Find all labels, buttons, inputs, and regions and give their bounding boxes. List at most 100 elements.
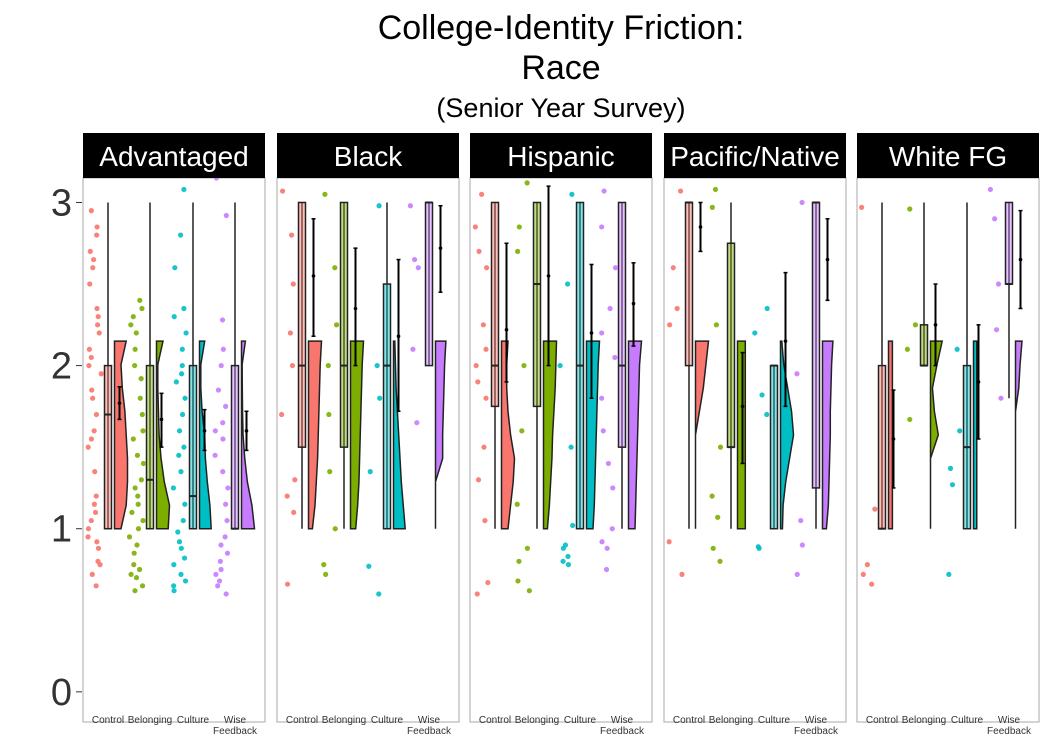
data-point <box>860 571 866 577</box>
data-point <box>995 281 1002 287</box>
data-point <box>88 208 94 214</box>
data-point <box>710 545 716 551</box>
category-group <box>407 201 447 529</box>
x-tick-label-line: Wise <box>611 715 634 726</box>
box-body <box>811 201 821 489</box>
data-point <box>91 256 97 263</box>
data-point <box>130 436 136 442</box>
data-point <box>175 529 181 535</box>
mean-point <box>976 380 981 384</box>
data-point <box>85 526 92 532</box>
box-body <box>230 364 240 530</box>
y-tick-label: 1 <box>51 509 72 551</box>
category-group <box>858 202 896 587</box>
data-point <box>667 322 673 328</box>
mean-point <box>783 339 788 343</box>
data-point <box>96 330 102 336</box>
data-point <box>912 322 919 328</box>
data-point <box>182 501 188 507</box>
box-body <box>424 201 434 367</box>
data-point <box>173 379 179 385</box>
data-point <box>287 330 294 336</box>
data-point <box>954 346 960 352</box>
data-point <box>94 232 100 238</box>
category-group <box>321 191 365 577</box>
data-point <box>483 346 489 352</box>
data-point <box>794 371 800 377</box>
data-point <box>759 392 765 398</box>
violin-shape <box>736 340 747 530</box>
mean-point <box>825 257 830 262</box>
data-point <box>514 501 520 507</box>
data-point <box>603 566 610 573</box>
data-point <box>94 305 100 312</box>
data-point <box>291 509 297 516</box>
data-point <box>135 526 142 532</box>
data-point <box>95 545 102 551</box>
data-point <box>764 411 770 418</box>
panel-content <box>279 188 447 597</box>
x-tick-label-line: Belonging <box>515 715 559 726</box>
x-tick-label: Control <box>92 715 124 726</box>
data-point <box>86 362 92 369</box>
data-point <box>599 395 605 401</box>
category-group <box>126 202 171 594</box>
chart-title-line1: College-Identity Friction: <box>378 9 745 47</box>
data-point <box>946 571 952 577</box>
category-group <box>212 178 256 597</box>
facet-strip-label: Black <box>334 141 403 172</box>
data-point <box>600 428 606 434</box>
x-tick-label-line: Feedback <box>987 726 1032 737</box>
data-point <box>176 428 183 434</box>
data-point <box>171 588 177 594</box>
data-point <box>321 562 327 568</box>
data-point <box>474 591 480 597</box>
data-point <box>182 578 189 584</box>
data-point <box>98 371 104 377</box>
data-point <box>799 199 805 206</box>
violin-shape <box>392 340 407 530</box>
data-point <box>565 553 571 560</box>
x-tick-label: Belonging <box>128 715 172 726</box>
category-group <box>987 186 1023 529</box>
x-tick-label-line: Feedback <box>213 726 258 737</box>
data-point <box>869 581 875 587</box>
panel-content <box>666 186 834 577</box>
data-point <box>128 571 134 577</box>
violin-shape <box>240 340 256 530</box>
data-point <box>526 588 532 594</box>
panel-content <box>472 180 643 597</box>
x-tick-label-line: Control <box>479 715 511 726</box>
data-point <box>755 544 761 550</box>
data-point <box>415 265 421 271</box>
mean-point <box>117 401 122 405</box>
violin-shape <box>779 340 795 530</box>
data-point <box>565 562 572 568</box>
data-point <box>752 330 758 336</box>
mean-point <box>631 301 636 306</box>
x-tick-label: Wise Feedback <box>407 715 452 737</box>
data-point <box>131 550 137 556</box>
data-point <box>217 558 223 564</box>
data-point <box>289 362 296 369</box>
x-tick-label-line: Culture <box>951 715 984 726</box>
box-body <box>145 364 155 530</box>
box-body <box>532 201 542 408</box>
chart-title-line2: Race <box>521 49 600 87</box>
data-point <box>132 588 138 594</box>
data-point <box>798 517 804 524</box>
mean-point <box>933 323 938 327</box>
data-point <box>225 485 231 491</box>
data-point <box>133 330 139 336</box>
data-point <box>410 346 416 352</box>
data-point <box>605 460 612 467</box>
mean-point <box>740 404 745 409</box>
data-point <box>322 191 328 197</box>
x-tick-label: Wise Feedback <box>794 715 839 737</box>
data-point <box>87 248 93 255</box>
data-point <box>560 558 566 564</box>
mean-point <box>891 437 896 441</box>
